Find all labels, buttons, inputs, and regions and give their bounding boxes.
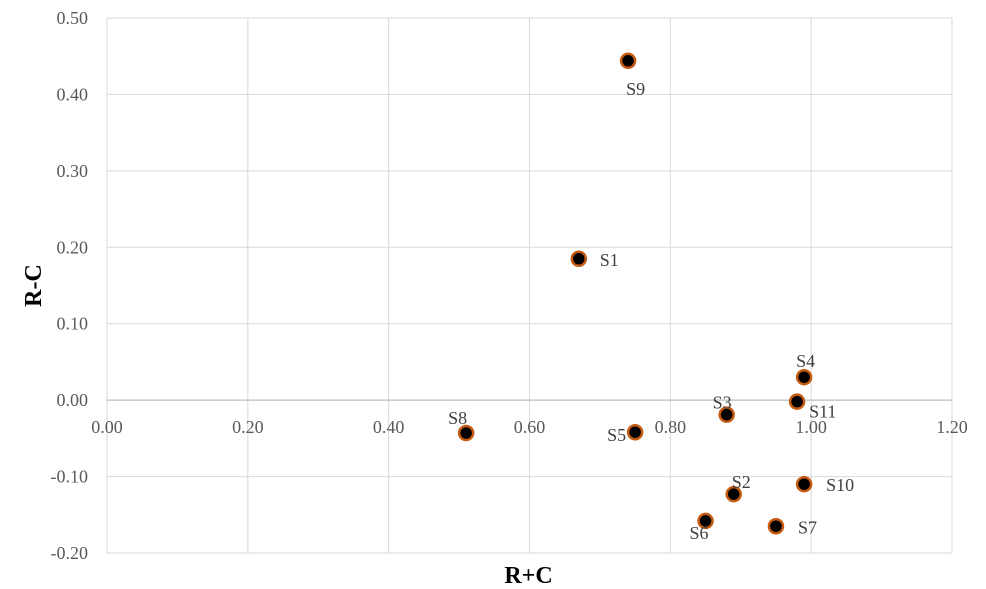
y-tick-label: 0.50 [57,8,89,28]
point-label: S9 [626,79,645,99]
x-tick-label: 0.60 [514,417,546,437]
data-point [457,424,475,442]
data-point [767,518,785,535]
grid [106,17,953,554]
y-tick-label: 0.40 [57,84,89,104]
data-point [570,250,588,267]
y-tick-label: 0.00 [57,390,89,410]
x-tick-label: 0.40 [373,417,405,437]
data-point [619,52,637,70]
point-label: S8 [448,408,467,428]
x-tick-labels: 0.00 0.20 0.40 0.60 0.80 1.00 1.20 [91,417,968,437]
data-point [626,423,644,441]
data-point [795,475,813,493]
y-tick-label: -0.10 [51,467,89,487]
point-label: S4 [796,351,815,371]
data-points [457,52,813,535]
y-tick-label: -0.20 [51,543,89,563]
x-tick-label: 0.20 [232,417,264,437]
point-label: S10 [826,475,854,495]
y-tick-label: 0.10 [57,314,89,334]
x-tick-label: 1.20 [936,417,968,437]
point-label: S1 [600,250,619,270]
point-labels: S1 S2 S3 S4 S5 S6 S7 S8 S9 S10 S11 [448,79,854,543]
y-axis-title: R-C [21,264,47,307]
point-label: S2 [732,472,751,492]
data-point [795,368,813,386]
point-label: S11 [809,402,836,422]
x-axis-title: R+C [504,563,552,589]
data-point [725,485,742,503]
point-label: S3 [713,393,732,413]
x-tick-label: 0.00 [91,417,123,437]
y-tick-labels: -0.20 -0.10 0.00 0.10 0.20 0.30 0.40 0.50 [51,8,89,563]
point-label: S5 [607,425,626,445]
y-tick-label: 0.20 [57,237,89,257]
point-label: S6 [690,523,709,543]
x-tick-label: 0.80 [655,417,687,437]
data-point [697,512,714,530]
x-tick-label: 1.00 [795,417,827,437]
data-point [718,406,735,423]
data-point [788,393,806,410]
point-label: S7 [798,517,817,537]
y-tick-label: 0.30 [57,161,89,181]
